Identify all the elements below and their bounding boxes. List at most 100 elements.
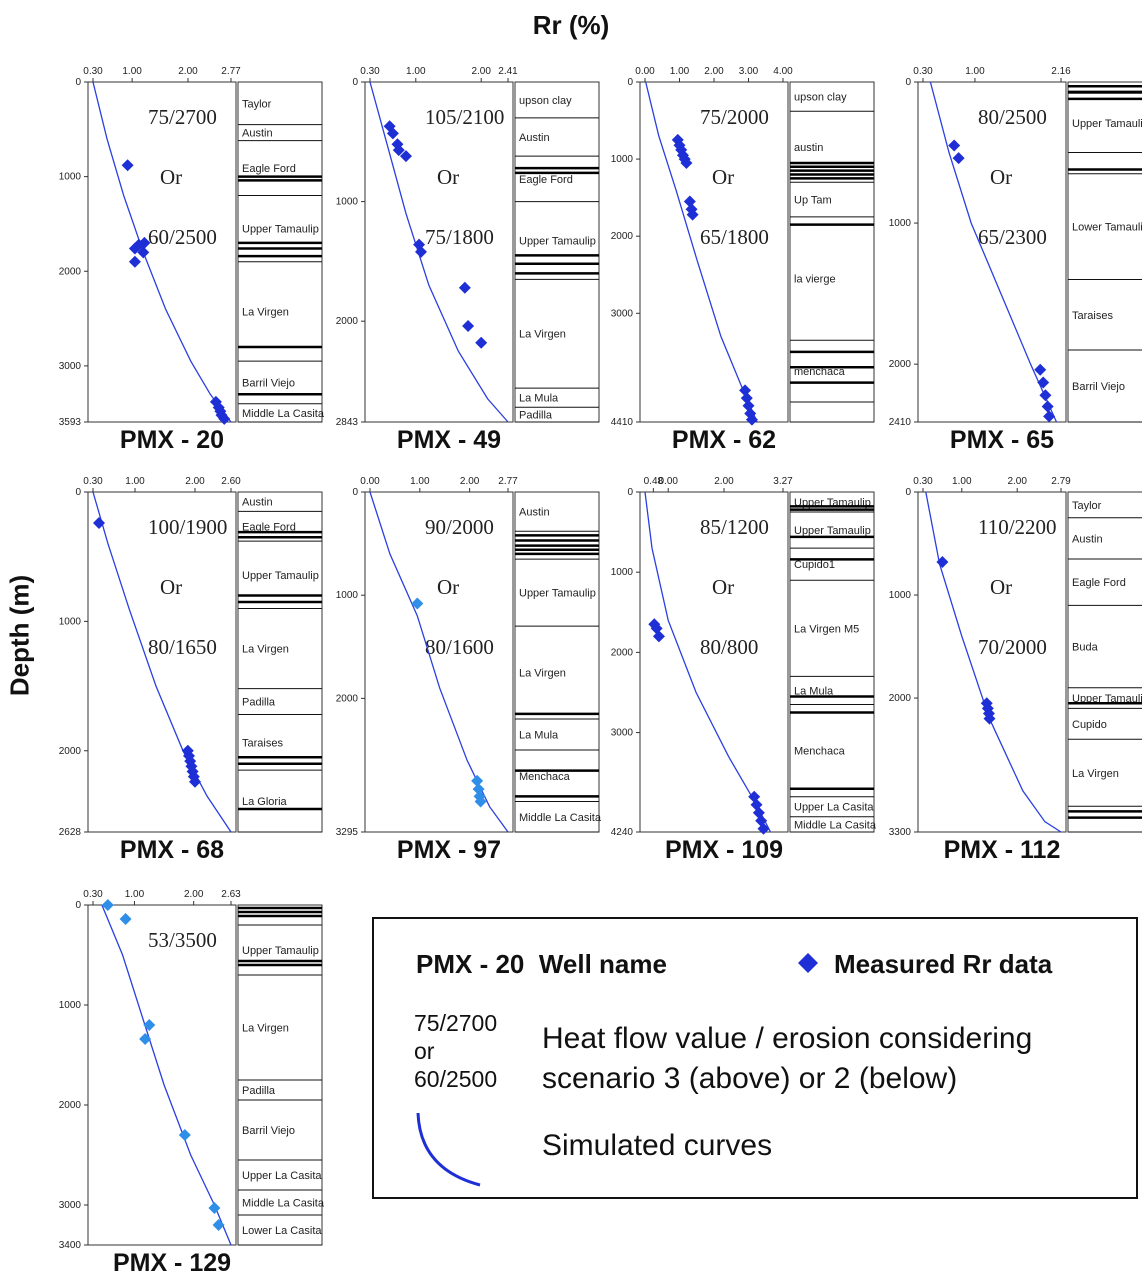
formation-label: Austin (519, 132, 550, 144)
measured-point (128, 242, 141, 255)
x-tick-label: 1.00 (952, 476, 972, 487)
measured-point (471, 774, 484, 787)
measured-point (473, 790, 486, 803)
formation-label: Padilla (519, 410, 553, 422)
heat-flow-below: 80/800 (700, 635, 758, 659)
x-tick-label: 2.00 (460, 476, 480, 487)
x-tick-label: 1.00 (965, 66, 985, 77)
y-tick-label: 0 (352, 487, 358, 498)
formation-label: Eagle Ford (242, 521, 296, 533)
x-tick-label: 1.00 (122, 66, 142, 77)
measured-point (745, 413, 758, 426)
formation-column (1067, 81, 1142, 423)
formation-column (789, 491, 875, 833)
y-tick-label: 0 (627, 487, 633, 498)
formation-label: Upper Tamaulip (519, 235, 596, 247)
x-tick-label: 3.00 (739, 66, 759, 77)
simulated-curve (92, 491, 232, 833)
formation-label: Taraises (242, 737, 283, 749)
x-tick-label: 2.00 (185, 476, 205, 487)
heat-flow-or: Or (990, 575, 1012, 599)
x-tick-label: 2.00 (184, 889, 204, 900)
well-plot: 0.30 1.00 2.00 2.41 0 1000 2000 2843 105/2100 Or 7… (336, 66, 600, 428)
heat-flow-below: 75/1800 (425, 225, 494, 249)
legend-curve-icon (416, 1112, 481, 1187)
formation-label: austin (794, 142, 823, 154)
measured-point (462, 319, 475, 332)
formation-label: menchaca (794, 366, 846, 378)
formation-label: Taraises (1072, 310, 1113, 322)
y-tick-label: 3000 (611, 728, 634, 739)
formation-column (514, 81, 600, 423)
y-tick-label: 1000 (889, 590, 912, 601)
formation-label: Padilla (242, 1085, 276, 1097)
y-tick-label: 0 (627, 77, 633, 88)
y-tick-label: 1000 (336, 590, 359, 601)
y-tick-label: 0 (905, 77, 911, 88)
well-plot: 0.30 1.00 2.00 2.60 0 1000 2000 2628 100/1900 Or 8… (59, 476, 323, 838)
y-tick-label: 4410 (611, 417, 634, 428)
formation-label: Austin (242, 497, 273, 509)
x-tick-label: 1.00 (410, 476, 430, 487)
formation-label: La Virgen (242, 1023, 289, 1035)
well-name-label: PMX - 20 (119, 426, 225, 454)
heat-flow-below: 65/1800 (700, 225, 769, 249)
formation-label: Eagle Ford (1072, 577, 1126, 589)
formation-label: Taylor (242, 98, 272, 110)
formation-label: Upper Tamaulip (242, 570, 319, 582)
x-tick-label: 0.30 (913, 66, 933, 77)
measured-point (1043, 410, 1056, 423)
well-name-label: PMX - 49 (396, 426, 502, 454)
heat-flow-or: Or (160, 575, 182, 599)
formation-label: la vierge (794, 274, 836, 286)
formation-label: Middle La Casita (242, 1198, 325, 1210)
heat-flow-or: Or (160, 165, 182, 189)
figure-title: Rr (%) (532, 10, 610, 40)
plot-frame (639, 81, 789, 423)
legend-well-example: PMX - 20 Well name (416, 949, 667, 979)
well-plot: 0.30 1.00 2.00 2.79 0 1000 2000 3300 110/2200 Or 7… (889, 476, 1142, 838)
plot-frame (639, 491, 789, 833)
formation-label: Austin (519, 507, 550, 519)
plot-frame (364, 491, 514, 833)
y-tick-label: 1000 (59, 1000, 82, 1011)
formation-label: Austin (1072, 533, 1103, 545)
heat-flow-above: 105/2100 (425, 105, 504, 129)
legend-measured-desc: Measured Rr data (834, 949, 1053, 979)
y-tick-label: 3593 (59, 417, 82, 428)
formation-label: Barril Viejo (1072, 381, 1125, 393)
formation-label: Austin (242, 128, 273, 140)
measured-point (139, 1033, 152, 1045)
y-tick-label: 3300 (889, 827, 912, 838)
formation-label: La Mula (519, 393, 559, 405)
y-tick-label: 0 (75, 487, 81, 498)
measured-point (948, 139, 961, 152)
simulated-curve (369, 491, 509, 833)
formation-label: La Mula (794, 685, 834, 697)
formation-label: La Mula (519, 729, 559, 741)
measured-point (208, 1202, 221, 1214)
formation-label: Middle La Casita (242, 408, 325, 420)
formation-column (1067, 491, 1142, 833)
legend-sim-desc: Simulated curves (542, 1129, 773, 1162)
measured-point (399, 150, 412, 163)
measured-point (386, 127, 399, 140)
plot-frame (87, 904, 237, 1246)
y-tick-label: 3000 (59, 1200, 82, 1211)
measured-point (218, 412, 231, 425)
formation-label: Eagle Ford (242, 163, 296, 175)
measured-point (1041, 400, 1054, 413)
formation-label: Menchaca (519, 771, 571, 783)
x-tick-label: 1.00 (125, 889, 145, 900)
heat-flow-above: 90/2000 (425, 515, 494, 539)
heat-flow-above: 75/2700 (148, 105, 217, 129)
y-tick-label: 1000 (611, 154, 634, 165)
x-tick-label: 2.41 (498, 66, 518, 77)
y-axis-label: Depth (m) (4, 574, 35, 697)
y-tick-label: 0 (75, 900, 81, 911)
measured-point (212, 1219, 225, 1231)
measured-point (93, 517, 105, 530)
formation-label: Menchaca (794, 746, 846, 758)
formation-label: Taylor (1072, 500, 1102, 512)
measured-point (740, 392, 753, 405)
